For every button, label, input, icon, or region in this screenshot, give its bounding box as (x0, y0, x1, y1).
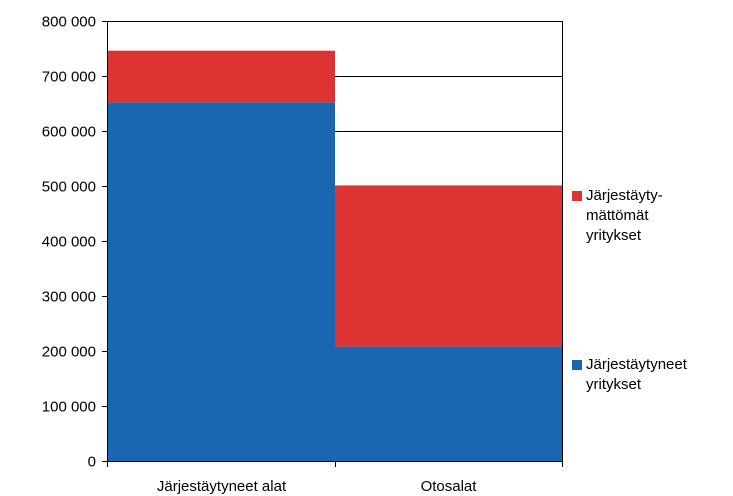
x-category-labels: Järjestäytyneet alat Otosalat (157, 478, 477, 495)
legend-swatch-red (572, 191, 582, 201)
legend-label-unorganized: Järjestäyty- mättömät yritykset (586, 187, 663, 244)
y-tick-label-0: 0 (88, 454, 96, 471)
legend-swatch-blue (572, 360, 582, 370)
y-tick-label-8: 800 000 (42, 14, 96, 31)
y-tick-label-2: 200 000 (42, 344, 96, 361)
bar-unorganized-0 (108, 50, 335, 103)
bar-organized-1 (335, 346, 562, 461)
axes (102, 21, 563, 467)
x-category-label-0: Järjestäytyneet alat (157, 478, 287, 495)
y-tick-label-3: 300 000 (42, 289, 96, 306)
bars (108, 50, 562, 462)
bar-organized-0 (108, 102, 335, 462)
y-tick-label-7: 700 000 (42, 69, 96, 86)
legend-item-unorganized: Järjestäyty- mättömät yritykset (572, 186, 663, 246)
legend-label-organized: Järjestäytyneet yritykset (586, 356, 687, 393)
y-tick-label-6: 600 000 (42, 124, 96, 141)
y-tick-label-4: 400 000 (42, 234, 96, 251)
bar-unorganized-1 (335, 185, 562, 347)
y-tick-label-1: 100 000 (42, 399, 96, 416)
x-category-label-1: Otosalat (421, 478, 478, 495)
legend-item-organized: Järjestäytyneet yritykset (572, 355, 687, 395)
y-tick-labels: 0 100 000 200 000 300 000 400 000 500 000 600 … (42, 14, 96, 471)
y-tick-label-5: 500 000 (42, 179, 96, 196)
